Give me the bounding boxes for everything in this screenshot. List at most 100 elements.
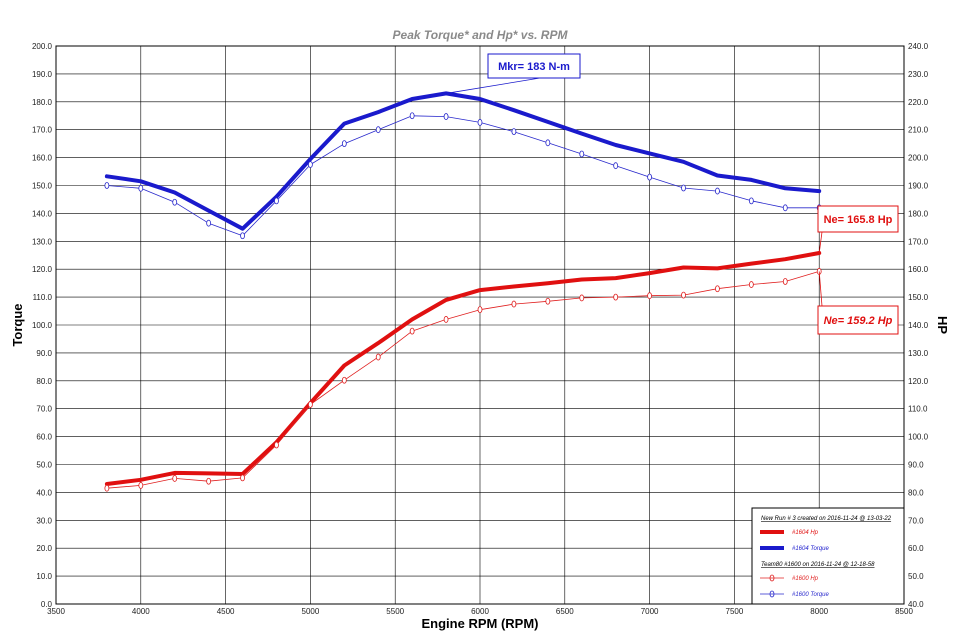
series-1600-hp-point [545, 297, 551, 305]
left-axis-ticks: 0.0 10.0 20.0 30.0 40.0 50.0 60.0 70.0 80.0 90.0 1… [32, 42, 53, 609]
series-1600-torque-point [511, 128, 517, 136]
series-1600-hp-point [782, 278, 788, 285]
series-1600-hp-point [375, 353, 381, 361]
left-tick-label: 90.0 [36, 349, 52, 358]
left-tick-label: 150.0 [32, 182, 53, 191]
series-1600-torque-point [307, 161, 313, 168]
left-tick-label: 130.0 [32, 237, 53, 246]
x-tick-label: 4000 [132, 607, 150, 616]
series-1600-hp-point [613, 293, 619, 301]
series-1600-torque-point [206, 219, 212, 227]
series-1600-hp-point [172, 475, 178, 482]
legend-label-1600-hp: #1600 Hp [792, 576, 819, 582]
left-tick-label: 60.0 [36, 433, 52, 442]
series-1600-hp-point [240, 474, 245, 482]
right-tick-label: 190.0 [908, 182, 929, 191]
series-1600-hp-point [579, 294, 585, 302]
x-tick-label: 7500 [726, 607, 744, 616]
x-axis-label: Engine RPM (RPM) [422, 616, 539, 631]
series-1600-torque-point [341, 140, 347, 148]
right-tick-label: 70.0 [908, 516, 924, 525]
left-tick-label: 190.0 [32, 70, 53, 79]
series-1600-hp-point [715, 285, 720, 293]
series-1604-hp-line [104, 251, 822, 486]
x-tick-label: 3500 [47, 607, 65, 616]
series-1600-torque-point [579, 150, 585, 158]
series-1600-torque-point [443, 113, 449, 120]
series-1600-hp-point [443, 316, 449, 323]
series-1600-torque-point [748, 197, 754, 205]
left-tick-label: 40.0 [36, 488, 52, 497]
x-tick-label: 6000 [471, 607, 489, 616]
left-tick-label: 0.0 [41, 600, 53, 609]
left-tick-label: 110.0 [33, 293, 53, 302]
right-tick-label: 110.0 [908, 405, 928, 414]
series-1600-torque-point [545, 139, 551, 147]
series-1600-hp-line [106, 270, 820, 489]
series-1600-hp-point [647, 292, 652, 300]
right-tick-label: 130.0 [908, 349, 929, 358]
series-1600-hp-point [341, 376, 347, 384]
left-tick-label: 70.0 [36, 405, 52, 414]
series-1600-torque-point [647, 173, 652, 181]
series-1600-hp-point [307, 401, 313, 408]
series-1600-hp-point [104, 484, 110, 492]
right-tick-label: 140.0 [908, 321, 929, 330]
x-tick-label: 8500 [895, 607, 913, 616]
x-tick-label: 4500 [217, 607, 235, 616]
legend: New Run # 3 created on 2016-11-24 @ 13-0… [751, 507, 905, 605]
plot-frame [55, 45, 905, 605]
series-1600-torque-point [104, 182, 110, 189]
callout-label: Ne= 159.2 Hp [824, 315, 893, 327]
x-tick-label: 5500 [386, 607, 404, 616]
legend-box [751, 507, 905, 605]
right-tick-label: 210.0 [908, 126, 929, 135]
left-tick-label: 170.0 [32, 126, 53, 135]
series-1600-torque-point [409, 112, 415, 120]
right-tick-label: 60.0 [908, 544, 924, 553]
callout-label: Ne= 165.8 Hp [824, 214, 893, 226]
chart-title: Peak Torque* and Hp* vs. RPM [393, 28, 569, 42]
annotation-layer: Mkr= 183 N-m Ne= 165.8 Hp Ne= 159.2 Hp [446, 53, 899, 335]
left-tick-label: 30.0 [36, 516, 52, 525]
x-tick-label: 6500 [556, 607, 574, 616]
series-1600-torque-line [106, 115, 820, 237]
series-1600-torque-point [782, 204, 788, 212]
legend-label-1600-torque: #1600 Torque [792, 592, 829, 598]
callout-box [817, 205, 899, 233]
x-tick-label: 5000 [302, 607, 320, 616]
legend-run1-header: New Run # 3 created on 2016-11-24 @ 13-0… [761, 516, 892, 522]
series-1600-hp-point [748, 281, 754, 288]
series-1604-torque-line [104, 91, 822, 231]
callout-leader [818, 231, 823, 254]
left-tick-label: 80.0 [36, 377, 52, 386]
left-tick-label: 160.0 [32, 154, 53, 163]
right-tick-label: 220.0 [908, 98, 929, 107]
left-tick-label: 120.0 [32, 265, 53, 274]
series-1600-hp-point [274, 441, 279, 449]
series-1600-torque-point [715, 187, 720, 195]
series-1600-torque-point [375, 126, 381, 134]
series-layer [104, 91, 822, 492]
right-tick-label: 80.0 [908, 488, 924, 497]
right-tick-label: 160.0 [908, 265, 929, 274]
right-tick-label: 230.0 [908, 70, 929, 79]
callout-leader [818, 271, 823, 307]
legend-marker-1600-hp [769, 574, 775, 582]
series-1600-hp-point [409, 327, 415, 335]
y-axis-label-right: HP [935, 316, 950, 334]
x-tick-label: 8000 [810, 607, 828, 616]
callout-box [487, 53, 581, 79]
left-tick-label: 100.0 [32, 321, 53, 330]
series-1600-torque-point [138, 184, 144, 192]
x-tick-label: 7000 [641, 607, 659, 616]
x-axis-ticks: 3500 4000 4500 5000 5500 6000 6500 7000 7500 8000… [47, 607, 913, 616]
right-tick-label: 90.0 [908, 461, 924, 470]
y-axis-label-left: Torque [10, 303, 25, 346]
right-tick-label: 120.0 [908, 377, 929, 386]
series-1600-torque-point [681, 184, 686, 192]
series-1600-hp-point [477, 306, 483, 314]
series-1600-hp-point [681, 291, 686, 299]
series-1600-hp-point [138, 482, 144, 489]
